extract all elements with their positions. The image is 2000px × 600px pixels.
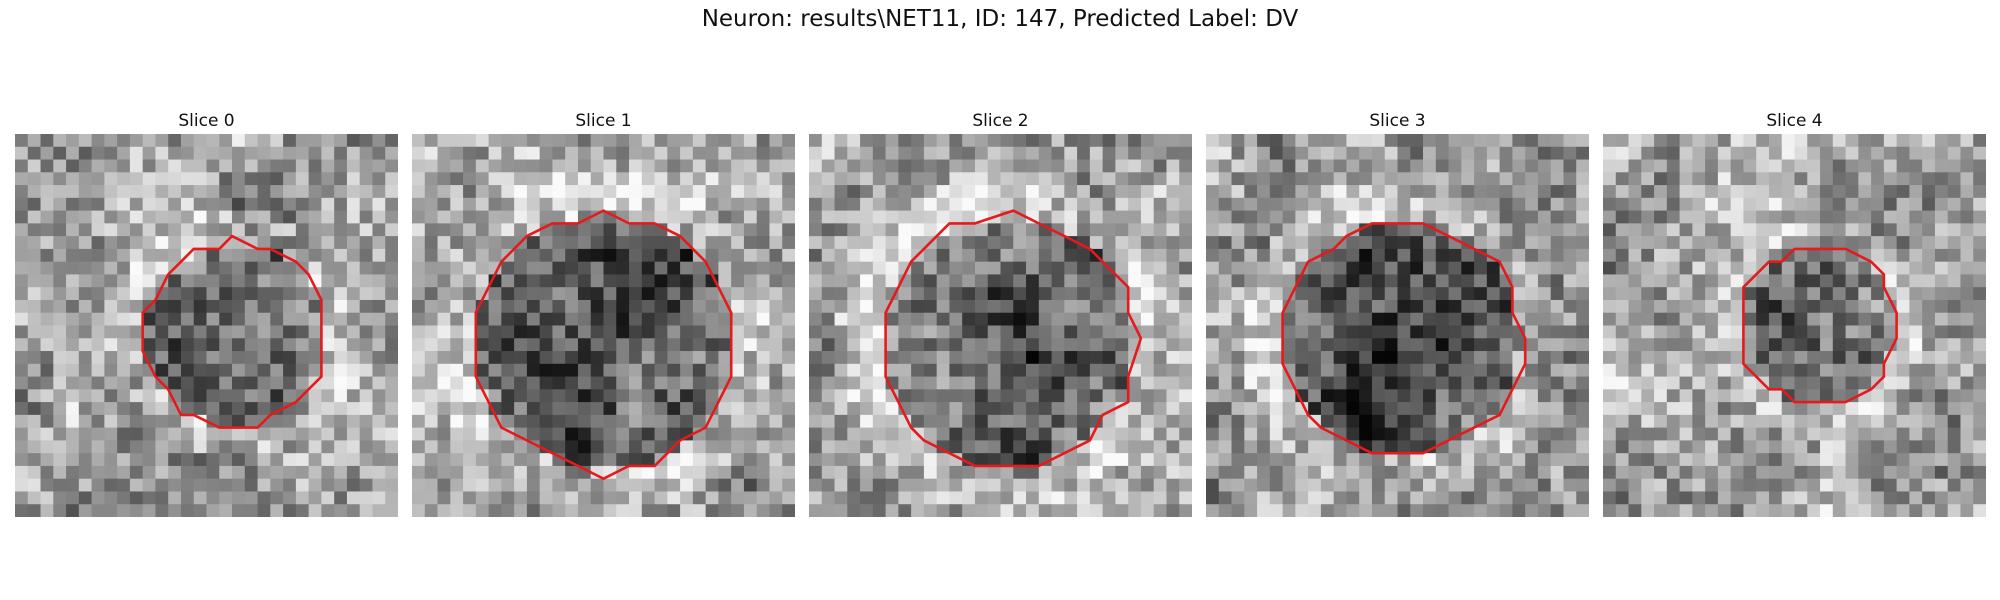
slice-panel-2: Slice 2 [809, 108, 1192, 517]
slice-image [1603, 134, 1986, 517]
slice-image [1206, 134, 1589, 517]
slice-image [412, 134, 795, 517]
slice-title: Slice 1 [575, 111, 632, 131]
slice-title: Slice 0 [178, 111, 235, 131]
slice-image [15, 134, 398, 517]
slice-panel-0: Slice 0 [15, 108, 398, 517]
slice-panel-1: Slice 1 [412, 108, 795, 517]
slice-title: Slice 4 [1766, 111, 1823, 131]
pixel-grid [1206, 134, 1589, 517]
neuron-contour [1742, 247, 1898, 404]
figure-title: Neuron: results\NET11, ID: 147, Predicte… [701, 6, 1299, 32]
neuron-contour [1281, 222, 1527, 455]
pixel-grid [1603, 134, 1986, 517]
neuron-contour [141, 234, 323, 429]
slice-panel-3: Slice 3 [1206, 108, 1589, 517]
neuron-contour [884, 209, 1143, 468]
slice-panel-4: Slice 4 [1603, 108, 1986, 517]
pixel-grid [412, 134, 795, 517]
slice-title: Slice 2 [972, 111, 1029, 131]
slice-image [809, 134, 1192, 517]
neuron-contour [474, 209, 733, 481]
pixel-grid [15, 134, 398, 517]
slice-title: Slice 3 [1369, 111, 1426, 131]
